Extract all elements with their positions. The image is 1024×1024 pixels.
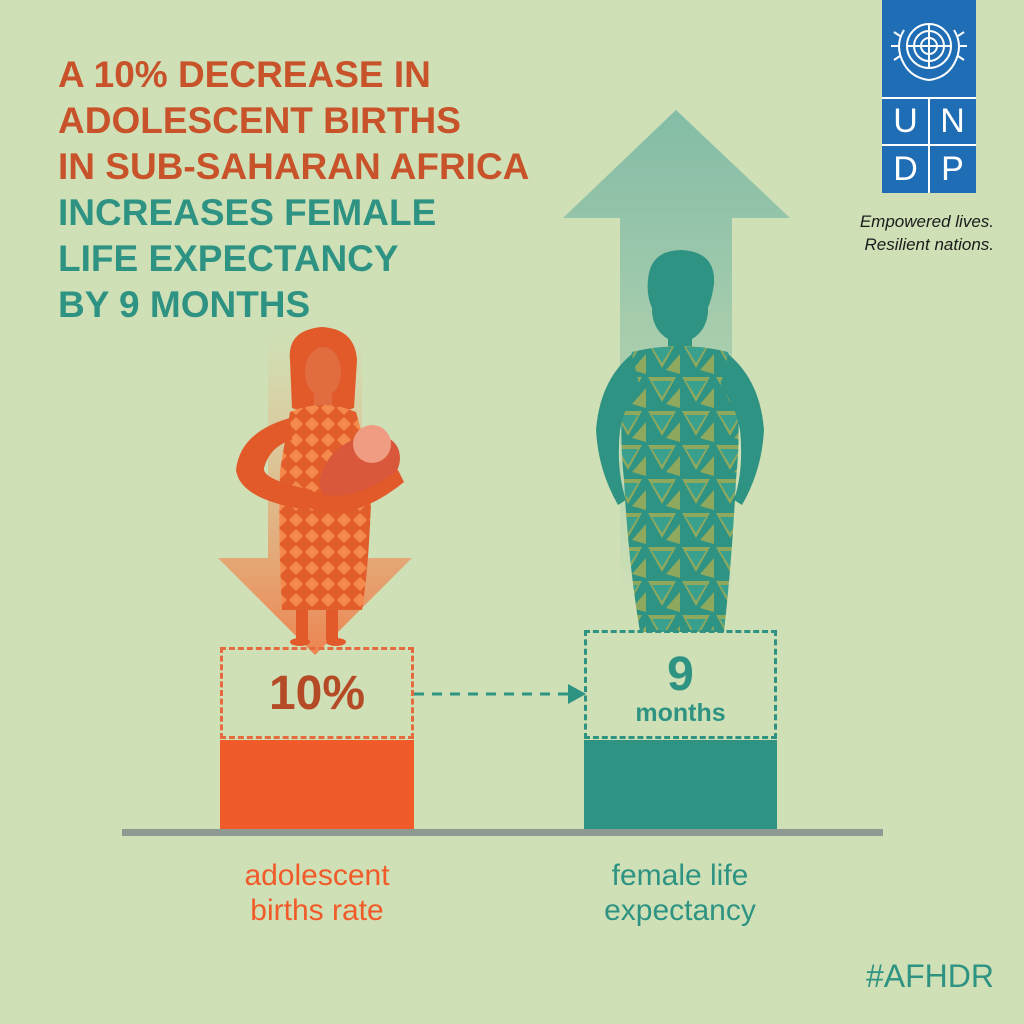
undp-letter-u: U bbox=[893, 102, 918, 140]
life-gain-number: 9 bbox=[667, 648, 694, 701]
hashtag: #AFHDR bbox=[865, 958, 994, 994]
undp-letter-n: N bbox=[940, 102, 965, 140]
undp-letter-p: P bbox=[941, 150, 964, 188]
life-expectancy-label: female life expectancy bbox=[550, 858, 810, 928]
births-decrease-box: 10% bbox=[220, 647, 414, 739]
connector-arrowhead-icon bbox=[568, 684, 586, 704]
headline: A 10% DECREASE IN ADOLESCENT BIRTHS IN S… bbox=[58, 52, 529, 328]
headline-line-3: IN SUB-SAHARAN AFRICA bbox=[58, 146, 530, 187]
undp-grid-lines bbox=[882, 97, 976, 193]
births-rate-label-line-1: adolescent bbox=[244, 859, 390, 892]
life-gain-unit: months bbox=[635, 699, 726, 727]
headline-line-6: BY 9 MONTHS bbox=[58, 284, 311, 325]
headline-line-1: A 10% DECREASE IN bbox=[58, 54, 431, 95]
adult-woman-figure bbox=[596, 250, 764, 632]
headline-line-4: INCREASES FEMALE bbox=[58, 192, 437, 233]
births-decrease-value: 10% bbox=[268, 667, 366, 720]
tagline-line-1: Empowered lives. bbox=[859, 212, 994, 231]
young-mother-figure bbox=[236, 327, 404, 646]
headline-line-2: ADOLESCENT BIRTHS bbox=[58, 100, 461, 141]
life-gain-box: 9 months bbox=[584, 630, 777, 739]
headline-line-5: LIFE EXPECTANCY bbox=[58, 238, 399, 279]
births-rate-label: adolescent births rate bbox=[187, 858, 447, 928]
life-expectancy-label-line-1: female life bbox=[611, 859, 749, 892]
undp-letter-d: D bbox=[893, 150, 918, 188]
un-emblem-icon bbox=[891, 23, 967, 81]
births-rate-label-line-2: births rate bbox=[250, 894, 384, 927]
life-expectancy-label-line-2: expectancy bbox=[604, 894, 756, 927]
births-rate-bar bbox=[220, 740, 414, 829]
undp-logo: U N D P bbox=[882, 0, 976, 193]
baseline bbox=[122, 829, 883, 836]
undp-tagline: Empowered lives. Resilient nations. bbox=[860, 210, 994, 256]
life-expectancy-bar bbox=[584, 740, 777, 829]
undp-letter-grid: U N D P bbox=[882, 97, 976, 193]
tagline-line-2: Resilient nations. bbox=[864, 235, 994, 254]
